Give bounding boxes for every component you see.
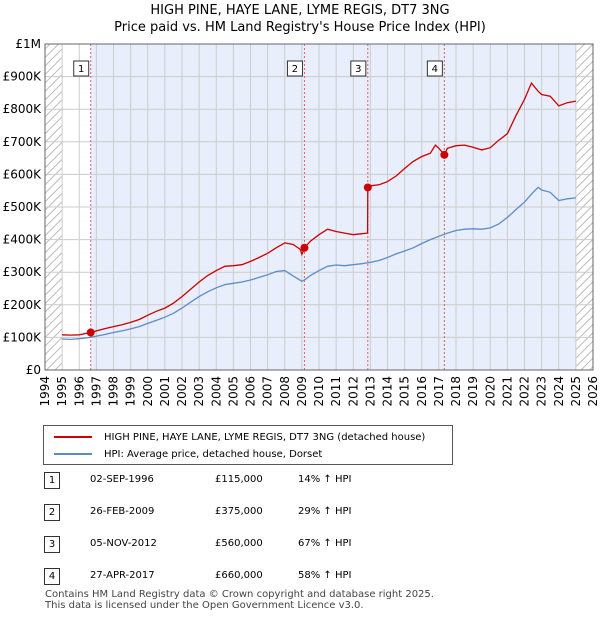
legend-label-hpi: HPI: Average price, detached house, Dors… <box>104 448 323 460</box>
legend-swatch-property <box>54 436 92 438</box>
sale-marker-number: 4 <box>432 64 438 75</box>
x-tick-label: 2011 <box>329 376 343 407</box>
x-tick-label: 2019 <box>466 376 480 407</box>
footer-notice: Contains HM Land Registry data © Crown c… <box>45 589 434 611</box>
sale-marker-number: 2 <box>292 64 298 75</box>
x-tick-label: 1995 <box>55 376 69 407</box>
x-tick-label: 2024 <box>552 376 566 407</box>
x-tick-label: 2005 <box>226 376 240 407</box>
sale-marker-box <box>350 60 367 77</box>
sale-number-badge: 2 <box>44 504 60 521</box>
x-tick-label: 2014 <box>381 376 395 407</box>
sale-marker-box <box>426 60 443 77</box>
sale-date: 27-APR-2017 <box>90 570 155 581</box>
sale-date: 26-FEB-2009 <box>90 506 155 517</box>
x-tick-label: 2002 <box>175 376 189 407</box>
sale-marker-number: 3 <box>355 64 361 75</box>
legend: HIGH PINE, HAYE LANE, LYME REGIS, DT7 3N… <box>43 425 453 465</box>
chart-title: HIGH PINE, HAYE LANE, LYME REGIS, DT7 3N… <box>150 3 449 18</box>
y-tick-label: £900K <box>3 70 43 84</box>
hpi-series-line <box>62 186 576 341</box>
plot-border <box>44 43 594 371</box>
x-tick-label: 1996 <box>72 376 86 407</box>
sale-row: 2 26-FEB-2009 £375,000 29% ↑ HPI <box>40 504 460 521</box>
x-tick-label: 2017 <box>432 376 446 407</box>
x-tick-label: 2016 <box>415 376 429 407</box>
legend-item-hpi: HPI: Average price, detached house, Dors… <box>44 446 322 462</box>
x-tick-label: 2015 <box>398 376 412 407</box>
x-tick-label: 2003 <box>192 376 206 407</box>
sale-date: 02-SEP-1996 <box>90 474 154 485</box>
y-tick-label: £300K <box>3 265 43 279</box>
x-tick-label: 2021 <box>500 376 514 407</box>
x-tick-label: 2012 <box>346 376 360 407</box>
sale-price: £115,000 <box>215 474 263 485</box>
x-tick-label: 2001 <box>158 376 172 407</box>
sale-point <box>440 150 449 159</box>
y-tick-label: £100K <box>3 330 43 344</box>
y-tick-label: £200K <box>3 298 43 312</box>
x-tick-label: 2008 <box>278 376 292 407</box>
sale-hpi-change: 67% ↑ HPI <box>298 538 352 549</box>
y-tick-label: £600K <box>3 167 43 181</box>
x-tick-label: 2013 <box>363 376 377 407</box>
sale-price: £560,000 <box>215 538 263 549</box>
sale-row: 1 02-SEP-1996 £115,000 14% ↑ HPI <box>40 472 460 489</box>
y-tick-label: £0 <box>26 363 41 377</box>
sale-number-badge: 3 <box>44 536 60 553</box>
chart-subtitle: Price paid vs. HM Land Registry's House … <box>114 20 486 35</box>
sale-marker-number: 1 <box>78 64 84 75</box>
x-tick-label: 1994 <box>38 376 52 407</box>
y-tick-label: £400K <box>3 233 43 247</box>
x-tick-label: 2018 <box>449 376 463 407</box>
sale-hpi-change: 14% ↑ HPI <box>298 474 352 485</box>
sale-hpi-change: 29% ↑ HPI <box>298 506 352 517</box>
sale-marker-box <box>286 60 303 77</box>
sale-marker-box <box>73 60 90 77</box>
sale-row: 4 27-APR-2017 £660,000 58% ↑ HPI <box>40 568 460 585</box>
sale-price: £660,000 <box>215 570 263 581</box>
x-tick-label: 2009 <box>295 376 309 407</box>
x-tick-label: 2000 <box>141 376 155 407</box>
x-tick-label: 1999 <box>124 376 138 407</box>
x-tick-label: 2023 <box>535 376 549 407</box>
sale-price: £375,000 <box>215 506 263 517</box>
x-tick-label: 2020 <box>483 376 497 407</box>
legend-swatch-hpi <box>54 453 92 455</box>
y-tick-label: £700K <box>3 135 43 149</box>
property-series-line <box>62 81 577 336</box>
sale-point <box>363 183 372 192</box>
footer-licence: This data is licensed under the Open Gov… <box>45 600 364 611</box>
sale-point <box>86 328 95 337</box>
footer-copyright: Contains HM Land Registry data © Crown c… <box>45 589 434 600</box>
y-tick-label: £800K <box>3 102 43 116</box>
sale-number-badge: 1 <box>44 472 60 489</box>
x-tick-label: 2022 <box>518 376 532 407</box>
x-tick-label: 2025 <box>569 376 583 407</box>
legend-item-property: HIGH PINE, HAYE LANE, LYME REGIS, DT7 3N… <box>44 429 425 445</box>
x-tick-label: 2010 <box>312 376 326 407</box>
x-tick-label: 1998 <box>107 376 121 407</box>
x-tick-label: 1997 <box>89 376 103 407</box>
x-tick-label: 2004 <box>209 376 223 407</box>
legend-label-property: HIGH PINE, HAYE LANE, LYME REGIS, DT7 3N… <box>104 431 426 443</box>
x-tick-label: 2026 <box>586 376 600 407</box>
sale-number-badge: 4 <box>44 568 60 585</box>
y-tick-label: £1M <box>15 37 41 51</box>
sale-date: 05-NOV-2012 <box>90 538 157 549</box>
price-chart: HIGH PINE, HAYE LANE, LYME REGIS, DT7 3N… <box>3 3 600 407</box>
x-tick-label: 2007 <box>261 376 275 407</box>
x-tick-label: 2006 <box>244 376 258 407</box>
sale-point <box>300 243 309 252</box>
y-tick-label: £500K <box>3 200 43 214</box>
sale-row: 3 05-NOV-2012 £560,000 67% ↑ HPI <box>40 536 460 553</box>
sale-hpi-change: 58% ↑ HPI <box>298 570 352 581</box>
